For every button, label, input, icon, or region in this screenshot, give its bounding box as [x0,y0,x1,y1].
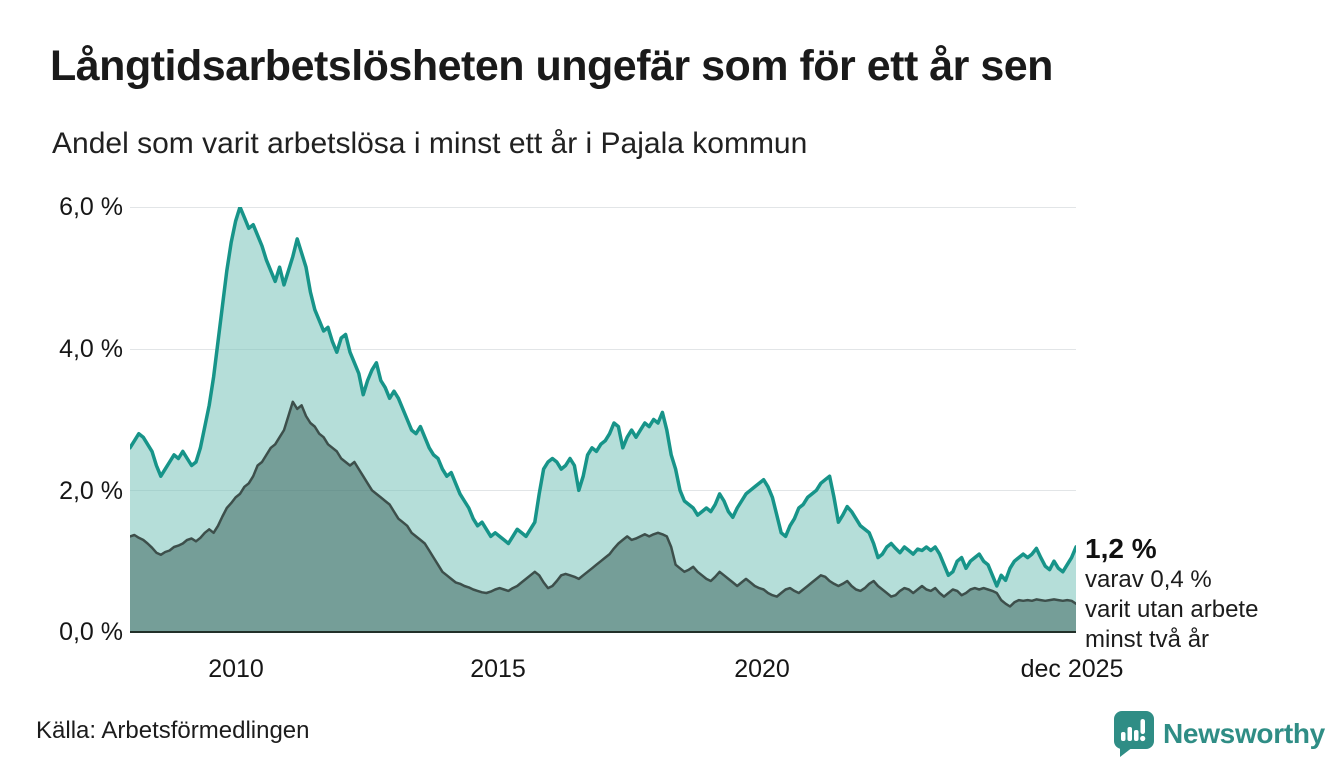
annotation-line-1: varav 0,4 % [1085,566,1212,593]
gridline-4pct [130,349,1076,350]
source-note: Källa: Arbetsförmedlingen [36,717,310,744]
x-axis-line [130,631,1076,633]
y-tick-0: 0,0 % [59,618,123,646]
newsworthy-wordmark: Newsworthy [1163,718,1325,749]
x-tick-2010: 2010 [208,655,264,683]
latest-value: 1,2 % [1085,533,1157,564]
gridline-6pct [130,207,1076,208]
area-chart [130,207,1076,632]
newsworthy-logo-icon [1114,711,1154,757]
y-tick-4: 4,0 % [59,335,123,363]
x-tick-dec-2025: dec 2025 [1020,655,1124,683]
chart-subtitle: Andel som varit arbetslösa i minst ett å… [52,127,808,160]
chart-title: Långtidsarbetslösheten ungefär som för e… [50,42,1053,90]
plot-area [130,207,1076,633]
x-tick-2015: 2015 [470,655,526,683]
annotation-line-2: varit utan arbete [1085,596,1259,623]
latest-value-annotation: 1,2 % varav 0,4 % varit utan arbete mins… [1085,533,1258,655]
annotation-line-3: minst två år [1085,626,1210,653]
y-tick-2: 2,0 % [59,477,123,505]
newsworthy-brand: Newsworthy [1113,710,1325,758]
x-tick-2020: 2020 [734,655,790,683]
y-tick-6: 6,0 % [59,193,123,221]
